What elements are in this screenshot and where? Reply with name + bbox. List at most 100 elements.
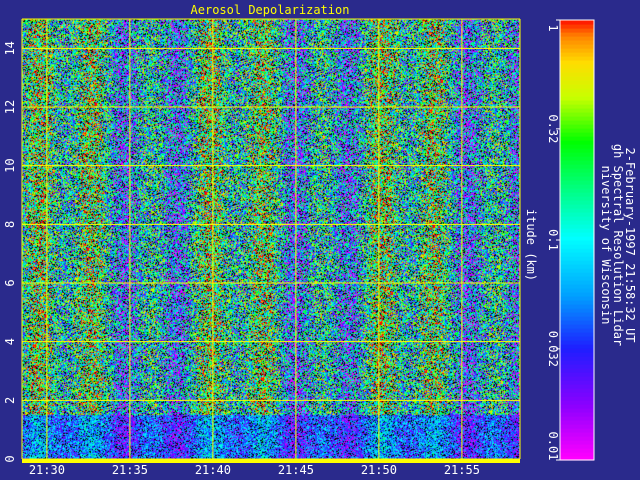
colorbar: [559, 19, 595, 461]
colorbar-tick-label: 0.032: [546, 331, 560, 367]
y-axis: 0 2 4 6 8 10 12 14: [3, 41, 17, 463]
colorbar-swatch: [560, 340, 594, 345]
colorbar-swatch: [560, 368, 594, 373]
colorbar-swatch: [560, 160, 594, 165]
colorbar-swatch: [560, 80, 594, 85]
colorbar-swatch: [560, 400, 594, 405]
colorbar-swatch: [560, 24, 594, 29]
colorbar-tick-label: 1: [546, 24, 560, 31]
y-tick-label: 6: [3, 279, 17, 286]
colorbar-swatch: [560, 456, 594, 461]
x-tick-label: 21:50: [361, 463, 397, 477]
colorbar-swatch: [560, 220, 594, 225]
colorbar-swatch: [560, 436, 594, 441]
colorbar-swatch: [560, 428, 594, 433]
colorbar-swatch: [560, 332, 594, 337]
colorbar-swatch: [560, 116, 594, 121]
colorbar-swatch: [560, 376, 594, 381]
colorbar-swatch: [560, 200, 594, 205]
colorbar-swatch: [560, 348, 594, 353]
side-text-line3: 2-February-1997 21:58:32 UT: [623, 147, 637, 342]
colorbar-swatch: [560, 64, 594, 69]
colorbar-swatch: [560, 320, 594, 325]
colorbar-swatch: [560, 232, 594, 237]
colorbar-swatch: [560, 92, 594, 97]
colorbar-swatch: [560, 208, 594, 213]
colorbar-swatch: [560, 212, 594, 217]
y-tick-label: 0: [3, 455, 17, 462]
colorbar-swatch: [560, 156, 594, 161]
colorbar-swatch: [560, 124, 594, 129]
colorbar-swatch: [560, 448, 594, 453]
colorbar-swatch: [560, 360, 594, 365]
y-tick-label: 10: [3, 158, 17, 172]
heatmap-image: [22, 19, 520, 459]
colorbar-swatch: [560, 148, 594, 153]
colorbar-tick-label: 0.01: [546, 432, 560, 461]
colorbar-swatch: [560, 36, 594, 41]
colorbar-swatch: [560, 260, 594, 265]
colorbar-swatch: [560, 380, 594, 385]
colorbar-swatch: [560, 432, 594, 437]
colorbar-swatch: [560, 236, 594, 241]
colorbar-swatch: [560, 248, 594, 253]
colorbar-swatch: [560, 20, 594, 25]
colorbar-swatch: [560, 440, 594, 445]
colorbar-swatch: [560, 120, 594, 125]
colorbar-swatch: [560, 240, 594, 245]
colorbar-swatch: [560, 76, 594, 81]
colorbar-swatch: [560, 444, 594, 449]
colorbar-swatch: [560, 352, 594, 357]
x-tick-label: 21:35: [112, 463, 148, 477]
colorbar-swatch: [560, 144, 594, 149]
colorbar-swatch: [560, 384, 594, 389]
colorbar-swatch: [560, 112, 594, 117]
colorbar-swatch: [560, 164, 594, 169]
x-axis: 21:30 21:35 21:40 21:45 21:50 21:55: [29, 463, 480, 477]
colorbar-swatch: [560, 180, 594, 185]
colorbar-swatch: [560, 304, 594, 309]
colorbar-swatch: [560, 336, 594, 341]
side-text-line2: gh Spectral Resolution Lidar: [611, 144, 625, 346]
colorbar-swatch: [560, 452, 594, 457]
colorbar-swatch: [560, 328, 594, 333]
colorbar-swatch: [560, 420, 594, 425]
colorbar-swatch: [560, 228, 594, 233]
colorbar-swatch: [560, 56, 594, 61]
x-tick-label: 21:45: [278, 463, 314, 477]
colorbar-swatch: [560, 184, 594, 189]
colorbar-swatch: [560, 132, 594, 137]
colorbar-swatch: [560, 388, 594, 393]
colorbar-swatch: [560, 176, 594, 181]
colorbar-swatch: [560, 28, 594, 33]
side-text-line1: niversity of Wisconsin: [599, 166, 613, 325]
y-tick-label: 4: [3, 338, 17, 345]
colorbar-ticks: 0.01 0.032 0.1 0.32 1: [546, 19, 560, 461]
colorbar-swatch: [560, 292, 594, 297]
colorbar-swatch: [560, 88, 594, 93]
colorbar-swatch: [560, 244, 594, 249]
colorbar-swatch: [560, 312, 594, 317]
colorbar-swatch: [560, 256, 594, 261]
colorbar-swatch: [560, 264, 594, 269]
colorbar-swatch: [560, 408, 594, 413]
colorbar-swatch: [560, 272, 594, 277]
colorbar-swatch: [560, 284, 594, 289]
colorbar-swatch: [560, 196, 594, 201]
colorbar-swatch: [560, 108, 594, 113]
colorbar-swatch: [560, 280, 594, 285]
colorbar-swatch: [560, 424, 594, 429]
y-tick-label: 14: [3, 41, 17, 55]
colorbar-swatch: [560, 356, 594, 361]
colorbar-swatch: [560, 192, 594, 197]
colorbar-swatch: [560, 224, 594, 229]
colorbar-swatch: [560, 128, 594, 133]
colorbar-swatch: [560, 32, 594, 37]
colorbar-swatch: [560, 96, 594, 101]
colorbar-swatch: [560, 188, 594, 193]
colorbar-swatch: [560, 396, 594, 401]
colorbar-swatch: [560, 60, 594, 65]
colorbar-swatch: [560, 68, 594, 73]
x-tick-label: 21:30: [29, 463, 65, 477]
